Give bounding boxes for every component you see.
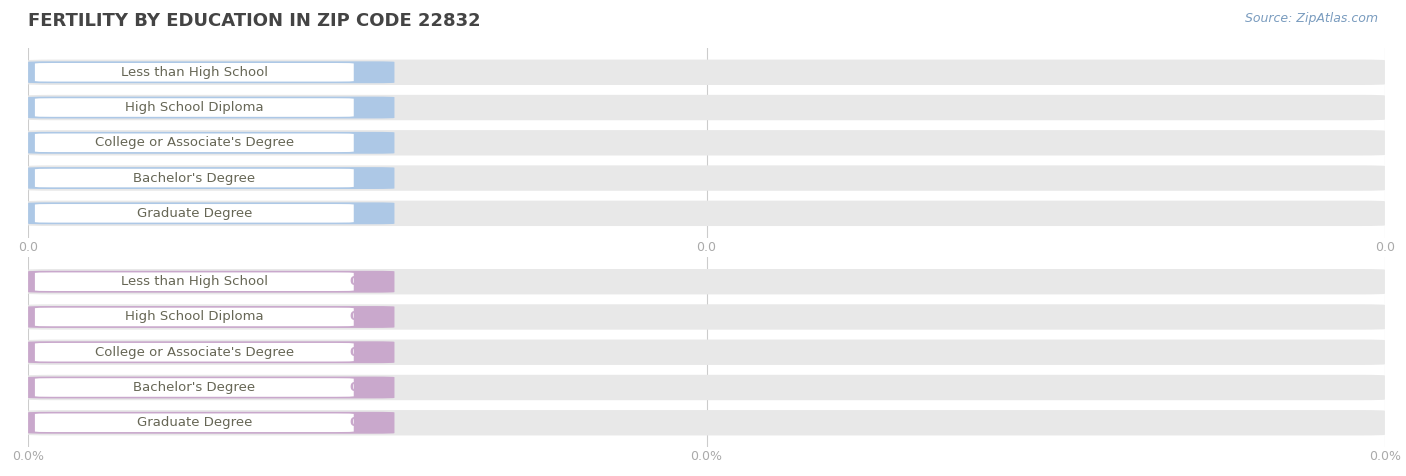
FancyBboxPatch shape xyxy=(28,304,1385,330)
FancyBboxPatch shape xyxy=(28,97,395,119)
Text: 0.0: 0.0 xyxy=(363,171,387,185)
FancyBboxPatch shape xyxy=(28,132,395,154)
FancyBboxPatch shape xyxy=(35,63,354,81)
FancyBboxPatch shape xyxy=(35,272,354,291)
Text: 0.0: 0.0 xyxy=(363,66,387,79)
FancyBboxPatch shape xyxy=(35,343,354,362)
Text: 0.0: 0.0 xyxy=(363,136,387,149)
Text: College or Associate's Degree: College or Associate's Degree xyxy=(94,136,294,149)
Text: FERTILITY BY EDUCATION IN ZIP CODE 22832: FERTILITY BY EDUCATION IN ZIP CODE 22832 xyxy=(28,12,481,30)
Text: Bachelor's Degree: Bachelor's Degree xyxy=(134,381,256,394)
FancyBboxPatch shape xyxy=(35,133,354,152)
Text: High School Diploma: High School Diploma xyxy=(125,310,264,324)
FancyBboxPatch shape xyxy=(35,378,354,397)
FancyBboxPatch shape xyxy=(28,306,395,328)
FancyBboxPatch shape xyxy=(28,60,1385,85)
Text: 0.0%: 0.0% xyxy=(350,346,387,359)
Text: Bachelor's Degree: Bachelor's Degree xyxy=(134,171,256,185)
FancyBboxPatch shape xyxy=(28,377,395,398)
FancyBboxPatch shape xyxy=(35,204,354,223)
FancyBboxPatch shape xyxy=(28,375,1385,400)
FancyBboxPatch shape xyxy=(28,202,395,224)
Text: Less than High School: Less than High School xyxy=(121,275,267,288)
FancyBboxPatch shape xyxy=(35,98,354,117)
FancyBboxPatch shape xyxy=(28,200,1385,226)
FancyBboxPatch shape xyxy=(35,169,354,188)
FancyBboxPatch shape xyxy=(28,341,395,363)
Text: 0.0%: 0.0% xyxy=(350,416,387,429)
FancyBboxPatch shape xyxy=(28,410,1385,436)
Text: Source: ZipAtlas.com: Source: ZipAtlas.com xyxy=(1244,12,1378,25)
FancyBboxPatch shape xyxy=(28,165,1385,191)
Text: Less than High School: Less than High School xyxy=(121,66,267,79)
Text: 0.0%: 0.0% xyxy=(350,275,387,288)
Text: College or Associate's Degree: College or Associate's Degree xyxy=(94,346,294,359)
Text: Graduate Degree: Graduate Degree xyxy=(136,416,252,429)
FancyBboxPatch shape xyxy=(28,412,395,434)
FancyBboxPatch shape xyxy=(28,271,395,293)
FancyBboxPatch shape xyxy=(35,307,354,326)
Text: 0.0: 0.0 xyxy=(363,101,387,114)
Text: 0.0%: 0.0% xyxy=(350,310,387,324)
Text: 0.0: 0.0 xyxy=(363,207,387,220)
FancyBboxPatch shape xyxy=(28,61,395,83)
FancyBboxPatch shape xyxy=(28,269,1385,295)
Text: High School Diploma: High School Diploma xyxy=(125,101,264,114)
Text: Graduate Degree: Graduate Degree xyxy=(136,207,252,220)
FancyBboxPatch shape xyxy=(35,414,354,432)
Text: 0.0%: 0.0% xyxy=(350,381,387,394)
FancyBboxPatch shape xyxy=(28,339,1385,365)
FancyBboxPatch shape xyxy=(28,130,1385,156)
FancyBboxPatch shape xyxy=(28,167,395,189)
FancyBboxPatch shape xyxy=(28,95,1385,120)
